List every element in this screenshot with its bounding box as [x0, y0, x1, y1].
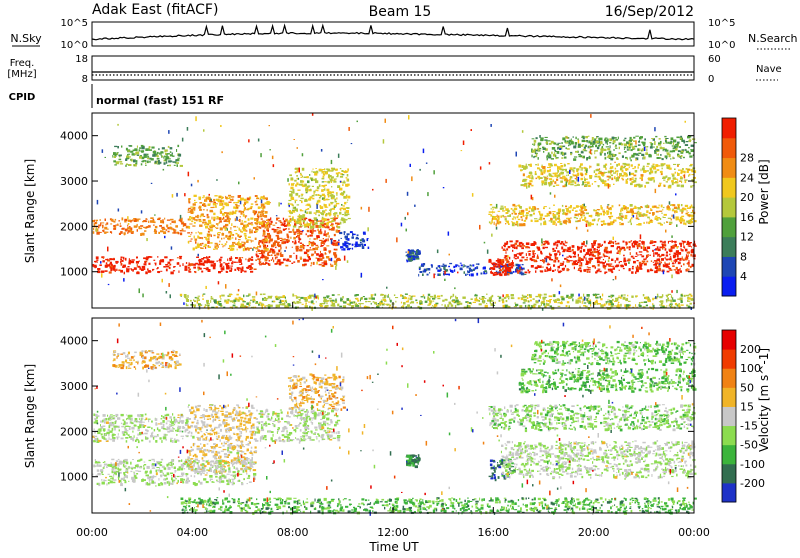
- velocity-panel: 1000 2000 3000 4000: [60, 318, 697, 516]
- x-tick-label: 00:00: [678, 526, 710, 539]
- nsky-trace: [92, 25, 694, 39]
- colorbar-swatch: [722, 406, 736, 426]
- colorbar-swatch: [722, 387, 736, 407]
- y-tick-label: 2000: [60, 220, 88, 233]
- x-tick-label: 16:00: [477, 526, 509, 539]
- cpid-text: normal (fast) 151 RF: [96, 94, 224, 107]
- colorbar-tick-label: 16: [740, 211, 754, 224]
- data-band: [181, 497, 697, 515]
- data-band: [531, 341, 696, 366]
- data-band: [406, 454, 421, 468]
- station-title: Adak East (fitACF): [92, 2, 218, 18]
- colorbar-swatch: [722, 483, 736, 503]
- colorbar-tick-label: -15: [740, 420, 758, 433]
- data-band: [112, 145, 183, 167]
- colorbar-swatch: [722, 177, 736, 197]
- y-tick-label: 1000: [60, 266, 88, 279]
- nave-label: Nave: [756, 64, 782, 75]
- data-band: [338, 231, 369, 250]
- y-tick-label: 4000: [60, 335, 88, 348]
- power-panel: 1000 2000 3000 4000: [60, 113, 697, 311]
- cpid-label: CPID: [9, 92, 36, 103]
- power-ylabel: Slant Range [km]: [23, 159, 37, 263]
- freq-strip-frame: [92, 56, 694, 80]
- data-band: [92, 413, 189, 443]
- colorbar-tick-label: 4: [740, 270, 747, 283]
- colorbar-tick-label: 8: [740, 250, 747, 263]
- nsearch-tick-bottom: 10^0: [708, 40, 735, 51]
- y-tick-label: 1000: [60, 471, 88, 484]
- colorbar-swatch: [722, 217, 736, 237]
- x-tick-label: 08:00: [277, 526, 309, 539]
- colorbar-swatch: [722, 197, 736, 217]
- nsky-label: N.Sky: [10, 32, 42, 45]
- nsearch-tick-top: 10^5: [708, 18, 735, 29]
- colorbar-swatch: [722, 276, 736, 296]
- colorbar-swatch: [722, 445, 736, 465]
- freq-tick-top: 18: [75, 54, 88, 65]
- colorbar-tick-label: -50: [740, 439, 758, 452]
- colorbar-swatch: [722, 237, 736, 257]
- colorbar-tick-label: -100: [740, 458, 765, 471]
- colorbar-tick-label: 12: [740, 231, 754, 244]
- data-band: [180, 294, 694, 310]
- nave-tick-bottom: 0: [708, 74, 714, 85]
- velocity-colorbar-label: Velocity [m s^-1]: [757, 348, 771, 452]
- nave-tick-top: 60: [708, 54, 721, 65]
- colorbar-swatch: [722, 256, 736, 276]
- data-band: [255, 409, 341, 443]
- x-tick-label: 12:00: [377, 526, 409, 539]
- nsearch-label: N.Search: [748, 32, 798, 45]
- colorbar-tick-label: 20: [740, 191, 754, 204]
- colorbar-swatch: [722, 368, 736, 388]
- colorbar-swatch: [722, 138, 736, 158]
- x-tick-label: 04:00: [176, 526, 208, 539]
- y-tick-label: 2000: [60, 425, 88, 438]
- colorbar-tick-label: 50: [740, 381, 754, 394]
- colorbar-swatch: [722, 118, 736, 138]
- data-band: [518, 163, 697, 189]
- time-axis-label: Time UT: [368, 540, 419, 554]
- colorbar-tick-label: 28: [740, 152, 754, 165]
- scatter-noise: [95, 318, 695, 516]
- freq-label: Freq.: [10, 58, 35, 69]
- data-band: [488, 204, 696, 227]
- colorbar-tick-label: 15: [740, 400, 754, 413]
- power-colorbar-label: Power [dB]: [757, 159, 771, 224]
- data-band: [501, 240, 697, 274]
- y-tick-label: 4000: [60, 130, 88, 143]
- colorbar-swatch: [722, 464, 736, 484]
- y-tick-label: 3000: [60, 175, 88, 188]
- colorbar-swatch: [722, 330, 736, 350]
- nsky-tick-top: 10^5: [61, 18, 88, 29]
- freq-tick-bottom: 8: [82, 74, 88, 85]
- data-band: [519, 368, 697, 393]
- colorbar-swatch: [722, 349, 736, 369]
- colorbar-tick-label: 24: [740, 171, 754, 184]
- colorbar-swatch: [722, 158, 736, 178]
- colorbar-tick-label: -200: [740, 477, 765, 490]
- data-band: [92, 217, 190, 236]
- velocity-ylabel: Slant Range [km]: [23, 364, 37, 468]
- data-band: [288, 168, 351, 230]
- x-tick-label: 00:00: [76, 526, 108, 539]
- date-title: 16/Sep/2012: [605, 4, 694, 20]
- data-band: [531, 136, 697, 161]
- y-tick-label: 3000: [60, 380, 88, 393]
- data-band: [188, 195, 271, 252]
- data-band: [93, 256, 257, 274]
- freq-unit: [MHz]: [7, 69, 36, 80]
- x-tick-label: 20:00: [578, 526, 610, 539]
- colorbar-swatch: [722, 426, 736, 446]
- power-colorbar: 4 8 12 16 20 24 28: [722, 118, 754, 297]
- beam-title: Beam 15: [369, 4, 432, 20]
- data-band: [112, 350, 181, 370]
- nsky-tick-bottom: 10^0: [61, 40, 88, 51]
- data-band: [489, 404, 696, 432]
- data-band: [501, 440, 697, 479]
